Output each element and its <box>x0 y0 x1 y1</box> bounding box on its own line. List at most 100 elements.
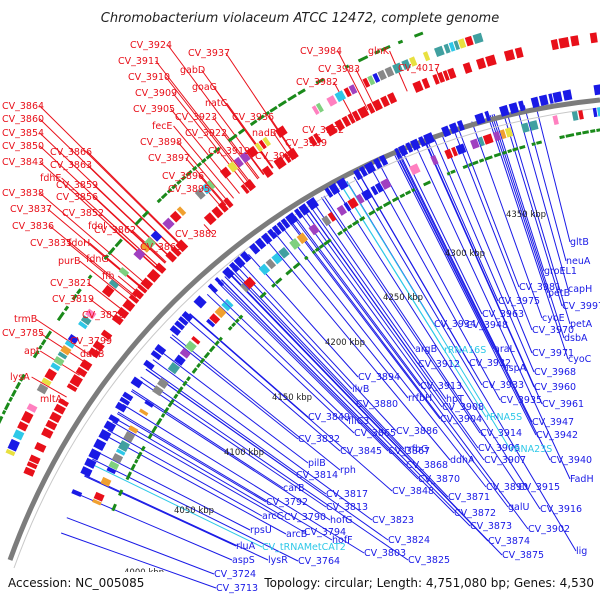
feature-block <box>443 43 451 54</box>
gene-label: CV_3983 <box>318 64 360 75</box>
gene-label: CV_3874 <box>488 536 530 547</box>
feature-block <box>347 224 353 230</box>
label-connector <box>39 145 166 264</box>
feature-block <box>472 32 484 44</box>
feature-block <box>169 210 182 223</box>
feature-block <box>296 232 309 245</box>
feature-block <box>391 196 400 203</box>
feature-block <box>128 294 140 304</box>
gene-label: CV_3975 <box>498 296 540 307</box>
feature-block <box>297 88 306 96</box>
feature-block <box>392 62 404 74</box>
gene-label: cyoE <box>542 313 565 324</box>
feature-block <box>227 161 239 173</box>
gene-label: lysR <box>268 555 288 566</box>
label-connector <box>313 202 416 350</box>
label-connector <box>89 298 118 321</box>
label-connector <box>93 196 166 264</box>
feature-block <box>453 40 460 51</box>
feature-block <box>347 197 359 210</box>
gene-label: CV_3912 <box>418 359 460 370</box>
feature-block <box>352 219 360 226</box>
feature-block <box>176 386 184 395</box>
label-connector <box>131 389 284 489</box>
gene-label: CV_3865 <box>354 428 396 439</box>
gene-label: CV_3970 <box>532 325 574 336</box>
feature-block <box>484 155 493 161</box>
gene-label: CV_3960 <box>534 382 576 393</box>
label-connector <box>31 376 67 398</box>
gene-label: hpT <box>446 394 464 405</box>
feature-block <box>305 196 320 211</box>
feature-block <box>334 119 346 132</box>
feature-block <box>289 238 301 250</box>
position-tick-label: 4250 kbp <box>383 293 423 303</box>
feature-block <box>107 246 116 256</box>
gene-label: rpsU <box>250 525 272 536</box>
feature-block <box>227 325 233 331</box>
gene-label: CV_3819 <box>52 294 94 305</box>
feature-block <box>214 340 220 347</box>
feature-block <box>176 179 182 185</box>
feature-block <box>507 149 513 154</box>
feature-block <box>399 193 406 199</box>
feature-block <box>508 102 519 114</box>
feature-block <box>380 45 391 52</box>
label-connector <box>152 359 373 521</box>
feature-block <box>261 165 274 178</box>
feature-block <box>98 429 112 442</box>
feature-block <box>130 463 136 471</box>
label-connector <box>92 458 299 562</box>
feature-block <box>318 243 325 249</box>
feature-block <box>409 56 418 67</box>
feature-block <box>422 51 431 62</box>
feature-block <box>185 169 193 177</box>
feature-block <box>108 414 120 424</box>
gene-label: CV_3863 <box>50 160 92 171</box>
label-connector <box>273 231 409 399</box>
feature-block <box>357 105 370 119</box>
gene-label: capH <box>568 284 592 295</box>
gene-label: trmB <box>14 314 37 325</box>
gene-label: CV_3907 <box>484 455 526 466</box>
feature-block <box>57 398 69 408</box>
label-connector <box>224 276 471 527</box>
feature-block <box>240 283 250 293</box>
gene-label: ispA <box>506 363 527 374</box>
gene-label: CV_3904 <box>440 414 482 425</box>
label-connector <box>424 140 543 405</box>
label-connector <box>169 336 299 440</box>
feature-block <box>21 410 34 424</box>
feature-block <box>278 246 290 259</box>
gene-label: rrfbH <box>408 393 432 404</box>
feature-block <box>116 307 130 319</box>
label-connector <box>309 205 447 400</box>
feature-block <box>578 110 584 120</box>
feature-block <box>162 217 175 230</box>
feature-block <box>140 243 150 253</box>
label-connector <box>440 133 533 354</box>
feature-block <box>122 391 134 402</box>
gene-label: CV_3963 <box>482 309 524 320</box>
feature-block <box>193 295 207 309</box>
gene-label: ffh <box>102 271 115 282</box>
gene-label: CV_3984 <box>300 46 342 57</box>
feature-block <box>243 276 256 290</box>
feature-block <box>359 216 366 222</box>
label-connector <box>60 532 217 589</box>
gene-label: carB <box>283 483 304 494</box>
label-connector <box>397 152 533 423</box>
feature-block <box>343 87 352 98</box>
gene-label: rrfbG <box>404 444 428 455</box>
feature-block <box>100 329 113 341</box>
gene-label: nadB <box>252 128 276 139</box>
feature-block <box>136 451 143 460</box>
feature-block <box>374 182 384 193</box>
label-connector <box>337 50 369 111</box>
feature-block <box>384 66 395 78</box>
gene-label: CV_3898 <box>140 137 182 148</box>
feature-block <box>536 140 543 145</box>
feature-block <box>186 376 191 382</box>
feature-block <box>218 336 223 342</box>
feature-block <box>485 54 497 67</box>
